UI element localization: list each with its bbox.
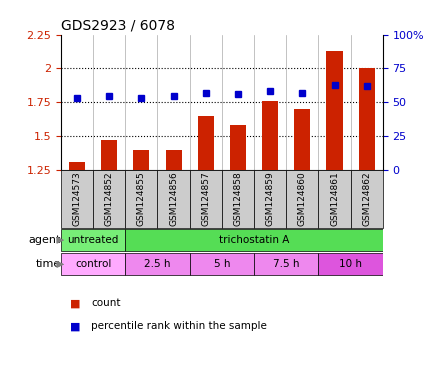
Text: GSM124855: GSM124855 [137, 172, 145, 227]
Bar [61, 229, 125, 251]
Text: ■: ■ [69, 321, 80, 331]
Text: ■: ■ [69, 298, 80, 308]
Bar [101, 140, 117, 170]
Text: 7.5 h: 7.5 h [273, 259, 299, 270]
Text: 2.5 h: 2.5 h [144, 259, 170, 270]
Text: untreated: untreated [67, 235, 118, 245]
Text: percentile rank within the sample: percentile rank within the sample [91, 321, 266, 331]
Bar [61, 253, 125, 275]
Text: GSM124857: GSM124857 [201, 172, 210, 227]
Text: trichostatin A: trichostatin A [218, 235, 289, 245]
Bar [189, 253, 253, 275]
Bar [318, 170, 350, 228]
Bar [253, 170, 286, 228]
Bar [197, 116, 214, 170]
Bar [93, 170, 125, 228]
Text: 10 h: 10 h [339, 259, 361, 270]
Text: GSM124573: GSM124573 [72, 172, 81, 227]
Bar [230, 125, 246, 170]
Bar [358, 68, 374, 170]
Bar [221, 170, 253, 228]
Text: agent: agent [29, 235, 61, 245]
Bar [286, 170, 318, 228]
Bar [125, 170, 157, 228]
Bar [318, 253, 382, 275]
Bar [165, 150, 181, 170]
Text: GSM124856: GSM124856 [169, 172, 178, 227]
Bar [125, 253, 189, 275]
Bar [157, 170, 189, 228]
Bar [253, 253, 318, 275]
Bar [133, 150, 149, 170]
Text: GSM124852: GSM124852 [105, 172, 113, 227]
Bar [69, 162, 85, 170]
Text: 5 h: 5 h [213, 259, 230, 270]
Bar [350, 170, 382, 228]
Text: GSM124859: GSM124859 [265, 172, 274, 227]
Bar [189, 170, 221, 228]
Bar [125, 229, 382, 251]
Text: time: time [36, 259, 61, 270]
Text: GDS2923 / 6078: GDS2923 / 6078 [61, 18, 174, 32]
Bar [261, 101, 278, 170]
Bar [326, 51, 342, 170]
Text: count: count [91, 298, 121, 308]
Text: control: control [75, 259, 111, 270]
Text: GSM124858: GSM124858 [233, 172, 242, 227]
Text: GSM124860: GSM124860 [297, 172, 306, 227]
Text: GSM124862: GSM124862 [362, 172, 370, 227]
Bar [61, 170, 93, 228]
Text: GSM124861: GSM124861 [329, 172, 338, 227]
Bar [294, 109, 310, 170]
